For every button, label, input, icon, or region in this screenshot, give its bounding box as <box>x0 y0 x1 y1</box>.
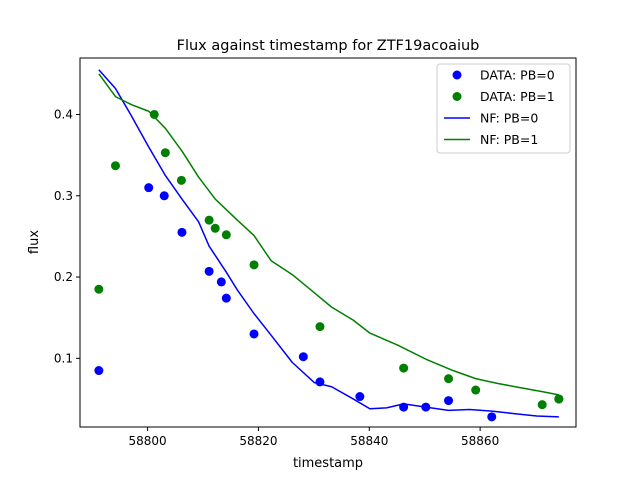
data-point-series-1-9 <box>298 352 308 362</box>
x-tick-label: 58800 <box>129 434 167 448</box>
data-point-series-2-15 <box>554 394 564 404</box>
legend: DATA: PB=0 DATA: PB=1 NF: PB=0 NF: PB=1 <box>436 63 571 154</box>
y-tick-label: 0.3 <box>54 189 73 203</box>
data-point-series-1-13 <box>421 402 431 412</box>
y-tick-label: 0.1 <box>54 351 73 365</box>
data-point-series-2-10 <box>315 322 325 332</box>
series-line-2 <box>98 73 559 396</box>
x-tick-label: 58860 <box>461 434 499 448</box>
data-point-series-1-7 <box>221 293 231 303</box>
data-point-series-2-11 <box>399 363 409 373</box>
plot-frame <box>79 57 577 428</box>
data-point-series-1-8 <box>249 329 259 339</box>
plot-area <box>94 69 564 422</box>
data-point-series-1-5 <box>204 266 214 276</box>
legend-label: DATA: PB=1 <box>480 89 555 104</box>
series-line-1 <box>98 69 559 418</box>
data-point-series-2-9 <box>249 260 259 270</box>
legend-marker <box>452 92 462 101</box>
data-point-series-2-1 <box>94 284 104 294</box>
legend-marker <box>452 70 462 80</box>
y-tick-label: 0.2 <box>54 270 73 284</box>
data-point-series-1-12 <box>399 402 409 412</box>
data-point-series-1-15 <box>487 412 497 422</box>
data-point-series-2-13 <box>471 385 481 395</box>
data-point-series-2-5 <box>176 175 186 185</box>
data-point-series-2-7 <box>210 223 220 233</box>
legend-box <box>436 63 571 154</box>
data-point-series-2-2 <box>110 161 120 171</box>
legend-label: DATA: PB=0 <box>480 68 555 83</box>
data-point-series-1-11 <box>355 392 365 402</box>
chart-title: Flux against timestamp for ZTF19acoaiub <box>177 38 480 54</box>
data-point-series-1-6 <box>216 277 226 287</box>
data-point-series-2-3 <box>149 109 159 119</box>
data-point-series-1-14 <box>444 396 454 406</box>
x-axis: 58800 58820 58840 58860 <box>129 427 499 448</box>
data-point-series-1-10 <box>315 377 325 387</box>
data-point-series-2-6 <box>204 215 214 225</box>
data-point-series-2-8 <box>221 230 231 240</box>
data-point-series-2-14 <box>537 400 547 410</box>
data-point-series-1-1 <box>94 366 104 376</box>
x-tick-label: 58820 <box>239 434 277 448</box>
y-tick-label: 0.4 <box>54 107 73 121</box>
x-axis-label: timestamp <box>293 456 363 471</box>
data-point-series-2-12 <box>444 374 454 384</box>
legend-label: NF: PB=1 <box>480 132 538 147</box>
legend-label: NF: PB=0 <box>480 111 538 126</box>
y-axis: 0.1 0.2 0.3 0.4 <box>54 107 80 365</box>
data-point-series-1-4 <box>177 227 187 237</box>
data-point-series-2-4 <box>160 148 170 158</box>
y-axis-label: flux <box>27 230 42 254</box>
data-point-series-1-3 <box>159 191 169 201</box>
data-point-series-1-2 <box>144 183 154 193</box>
x-tick-label: 58840 <box>350 434 388 448</box>
